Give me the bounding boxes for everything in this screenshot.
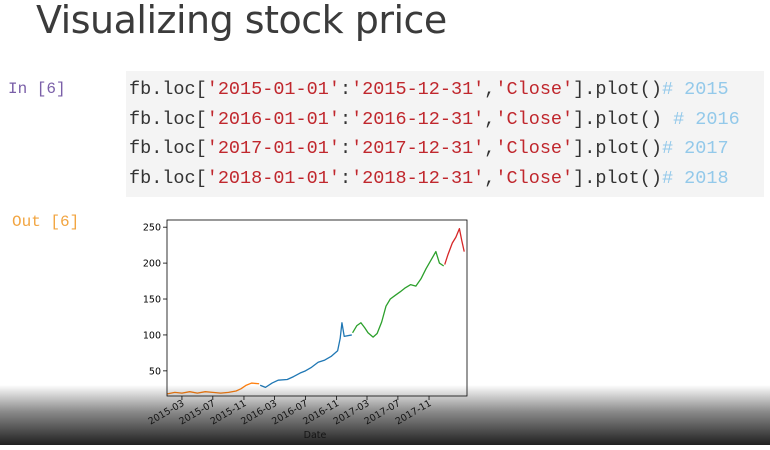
- code-text: ].plot(): [573, 108, 662, 130]
- code-string: '2015-01-01': [206, 79, 340, 100]
- code-text: ].plot(): [573, 79, 662, 100]
- code-string: 'Close': [495, 138, 574, 159]
- code-cell[interactable]: fb.loc['2015-01-01':'2015-12-31','Close'…: [126, 71, 764, 197]
- code-string: '2017-01-01': [206, 138, 340, 159]
- code-string: '2016-12-31': [351, 108, 485, 130]
- code-string: 'Close': [495, 167, 574, 189]
- y-tick-label: 250: [143, 223, 161, 234]
- slide-title: Visualizing stock price: [36, 0, 447, 42]
- code-line: fb.loc['2016-01-01':'2016-12-31','Close'…: [129, 105, 764, 135]
- y-tick-label: 100: [143, 330, 161, 341]
- code-string: '2016-01-01': [206, 108, 340, 130]
- input-prompt: In [6]: [8, 80, 66, 98]
- series-line: [259, 322, 352, 389]
- plot-frame: [166, 219, 468, 397]
- code-text: :: [339, 138, 352, 159]
- code-comment: # 2018: [661, 167, 729, 189]
- code-line: fb.loc['2015-01-01':'2015-12-31','Close'…: [129, 75, 764, 105]
- code-string: '2017-12-31': [351, 138, 485, 159]
- series-line: [167, 382, 260, 395]
- code-string: '2018-01-01': [206, 167, 340, 189]
- code-text: ,: [484, 79, 496, 100]
- code-text: ,: [484, 138, 496, 159]
- y-tick-label: 150: [143, 295, 161, 306]
- code-string: 'Close': [495, 79, 574, 100]
- code-text: ].plot(): [573, 138, 662, 159]
- code-text: fb.loc[: [129, 138, 207, 159]
- code-string: 'Close': [495, 108, 574, 130]
- code-text: :: [339, 108, 352, 130]
- code-string: '2015-12-31': [351, 79, 485, 100]
- code-text: fb.loc[: [129, 167, 207, 189]
- code-text: :: [339, 167, 352, 189]
- code-comment: # 2015: [661, 79, 729, 100]
- code-line: fb.loc['2017-01-01':'2017-12-31','Close'…: [129, 134, 764, 164]
- y-tick-label: 200: [143, 259, 161, 270]
- code-text: [662, 109, 673, 130]
- series-line: [444, 227, 465, 265]
- code-string: '2018-12-31': [351, 167, 485, 189]
- y-tick-label: 50: [149, 366, 161, 377]
- code-comment: # 2017: [661, 138, 729, 159]
- code-comment: # 2016: [673, 108, 740, 130]
- code-text: ,: [484, 167, 496, 189]
- x-axis-label: Date: [304, 430, 327, 441]
- code-line: fb.loc['2018-01-01':'2018-12-31','Close'…: [129, 164, 764, 194]
- x-tick-label: 2017-11: [394, 398, 434, 427]
- code-text: fb.loc[: [129, 79, 207, 100]
- code-text: ,: [484, 108, 496, 130]
- code-text: ].plot(): [573, 167, 662, 189]
- chart-svg: 501001502002502015-032015-072015-112016-…: [143, 219, 468, 441]
- series-line: [352, 250, 445, 338]
- stock-price-chart: 50 100 150 200 250 2015-03 2015-07 2015-11 2016-…: [130, 210, 480, 450]
- code-text: fb.loc[: [129, 108, 207, 130]
- output-prompt: Out [6]: [12, 213, 80, 231]
- code-text: :: [339, 79, 352, 100]
